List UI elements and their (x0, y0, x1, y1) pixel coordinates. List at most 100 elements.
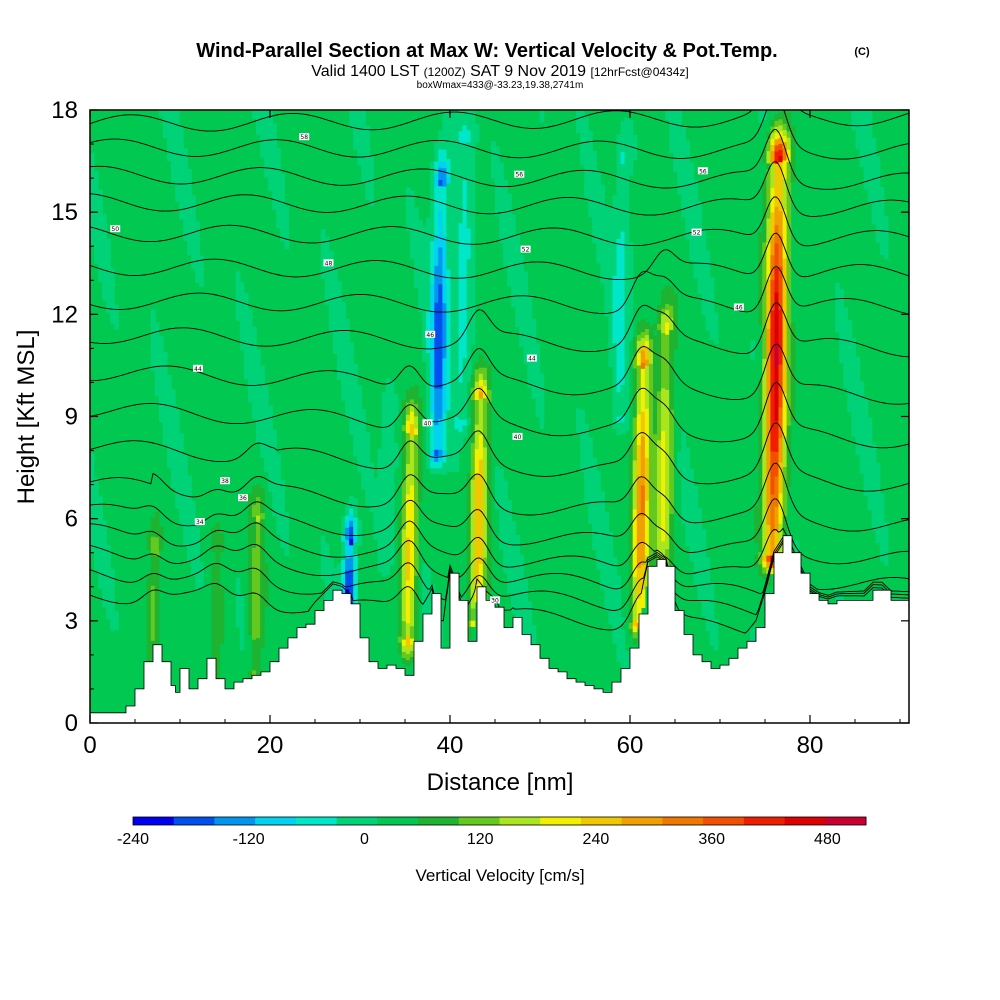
velocity-cell (239, 625, 245, 632)
velocity-cell (665, 334, 670, 341)
velocity-cell (341, 320, 346, 328)
velocity-cell (774, 273, 780, 281)
velocity-cell (632, 527, 638, 535)
velocity-cell (867, 117, 873, 124)
velocity-cell (381, 496, 387, 503)
velocity-cell (584, 491, 589, 498)
velocity-cell (454, 453, 460, 460)
velocity-cell (426, 315, 431, 323)
velocity-cell (470, 160, 476, 168)
velocity-cell (470, 203, 476, 210)
velocity-cell (110, 305, 115, 313)
velocity-cell (851, 123, 856, 131)
velocity-cell (450, 275, 456, 283)
velocity-cell (511, 533, 516, 541)
velocity-cell (786, 412, 792, 420)
velocity-cell (863, 128, 869, 135)
velocity-cell (523, 320, 528, 328)
velocity-cell (247, 377, 253, 384)
velocity-cell (632, 539, 638, 547)
velocity-cell (430, 173, 435, 180)
velocity-cell (636, 524, 642, 531)
velocity-cell (499, 481, 504, 489)
velocity-cell (219, 625, 225, 632)
velocity-cell (669, 421, 674, 429)
velocity-cell (276, 153, 281, 161)
velocity-cell (401, 602, 407, 609)
velocity-cell (470, 565, 476, 572)
velocity-cell (669, 452, 674, 459)
velocity-cell (442, 229, 448, 236)
velocity-cell (596, 250, 601, 258)
velocity-cell (632, 349, 638, 357)
velocity-cell (863, 409, 869, 417)
velocity-cell (648, 350, 654, 358)
velocity-cell (256, 576, 261, 583)
velocity-cell (709, 326, 715, 333)
velocity-cell (677, 181, 682, 189)
velocity-cell (855, 375, 861, 382)
velocity-cell (863, 183, 869, 190)
velocity-cell (215, 669, 221, 677)
velocity-cell (154, 592, 160, 599)
velocity-cell (454, 318, 460, 326)
velocity-cell (106, 600, 111, 608)
velocity-cell (422, 287, 427, 295)
velocity-cell (199, 562, 204, 569)
velocity-cell (458, 290, 464, 297)
velocity-cell (462, 241, 468, 248)
velocity-cell (592, 518, 597, 526)
velocity-cell (608, 354, 614, 361)
velocity-cell (191, 238, 196, 245)
velocity-cell (774, 518, 780, 526)
velocity-cell (365, 131, 371, 139)
velocity-cell (584, 147, 589, 155)
velocity-cell (604, 524, 610, 532)
velocity-cell (495, 502, 500, 510)
velocity-cell (442, 247, 448, 255)
velocity-cell (446, 440, 452, 448)
velocity-cell (782, 215, 788, 222)
velocity-cell (770, 211, 775, 219)
velocity-cell (474, 497, 480, 505)
velocity-cell (592, 175, 597, 183)
velocity-cell (106, 563, 111, 571)
velocity-cell (337, 569, 342, 576)
velocity-cell (766, 175, 772, 182)
velocity-cell (353, 394, 358, 402)
velocity-cell (414, 225, 419, 233)
velocity-cell (438, 436, 443, 444)
velocity-cell (256, 398, 261, 406)
velocity-cell (211, 582, 217, 590)
velocity-cell (454, 434, 460, 442)
velocity-cell (632, 386, 638, 394)
velocity-cell (640, 454, 646, 461)
velocity-cell (414, 250, 419, 257)
velocity-cell (661, 375, 666, 383)
velocity-cell (863, 403, 869, 411)
velocity-cell (661, 436, 666, 444)
velocity-cell (102, 257, 107, 264)
velocity-cell (341, 387, 346, 395)
velocity-cell (648, 467, 654, 475)
velocity-cell (179, 133, 184, 140)
velocity-cell (644, 383, 650, 391)
velocity-cell (414, 428, 419, 435)
velocity-cell (592, 181, 597, 189)
velocity-cell (458, 179, 464, 187)
velocity-cell (685, 183, 690, 191)
velocity-cell (515, 234, 520, 242)
velocity-cell (470, 246, 476, 253)
velocity-cell (320, 560, 326, 567)
velocity-cell (507, 506, 512, 514)
velocity-cell (454, 232, 460, 240)
velocity-cell (523, 357, 528, 365)
velocity-cell (462, 345, 468, 352)
velocity-cell (839, 289, 844, 296)
velocity-cell (430, 167, 435, 174)
velocity-cell (264, 115, 269, 123)
velocity-cell (511, 245, 516, 252)
velocity-cell (588, 143, 593, 150)
velocity-cell (503, 535, 508, 543)
velocity-cell (519, 297, 524, 305)
